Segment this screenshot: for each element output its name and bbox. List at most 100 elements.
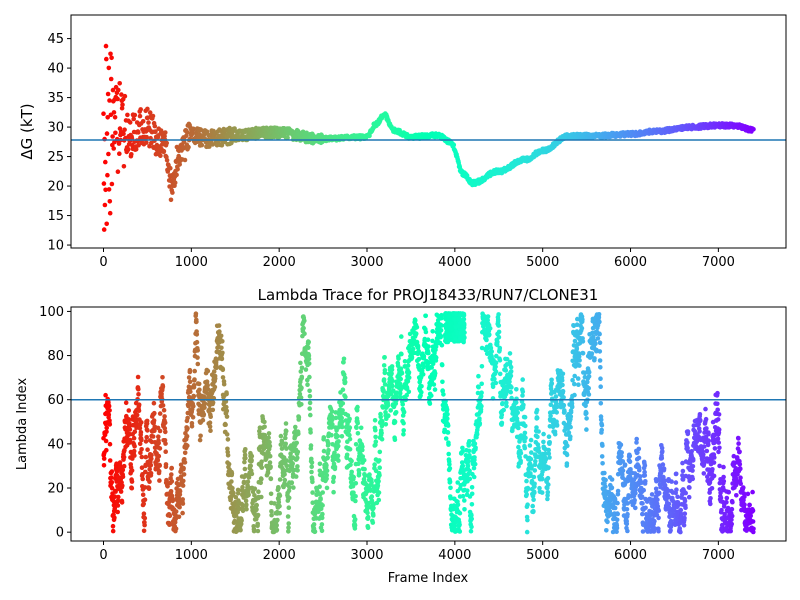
lambda-point [371, 505, 376, 511]
delta-g-frame [70, 14, 787, 249]
lambda-point [469, 491, 475, 497]
lambda-point [207, 420, 213, 426]
lambda-point [103, 438, 109, 444]
lambda-point [455, 480, 461, 485]
lambda-point [443, 436, 449, 441]
lambda-point [255, 512, 261, 518]
lambda-point [160, 375, 165, 380]
lambda-point [157, 428, 163, 434]
lambda-point [546, 447, 551, 453]
lambda-point [493, 364, 498, 370]
lambda-point [241, 479, 247, 485]
lambda-point [319, 515, 325, 521]
lambda-point [476, 373, 481, 379]
lambda-point [382, 368, 388, 373]
lambda-point [426, 350, 431, 356]
lambda-point [132, 429, 138, 435]
delta-g-point [101, 227, 107, 232]
delta-g-point [112, 139, 117, 145]
lambda-point [136, 402, 142, 408]
lambda-point [534, 415, 540, 421]
lambda-point [469, 524, 474, 530]
lambda-point [151, 400, 157, 406]
lambda-point [340, 401, 346, 406]
lambda-point [307, 406, 313, 411]
lambda-point [332, 450, 337, 456]
lambda-point [530, 503, 535, 509]
lambda-point [119, 500, 125, 505]
delta-g-point [174, 172, 179, 178]
lambda-points [101, 311, 756, 535]
lambda-point [379, 436, 385, 442]
lambda-point [155, 458, 161, 463]
lambda-point [120, 474, 126, 480]
lambda-point [495, 317, 501, 323]
lambda-point [224, 404, 229, 410]
lambda-point [145, 428, 150, 433]
lambda-point [268, 491, 274, 497]
lambda-point [586, 369, 592, 375]
lambda-point [161, 407, 167, 413]
lambda-point [276, 485, 281, 491]
lambda-point [205, 382, 210, 388]
lambda-point [416, 356, 422, 362]
lambda-point [523, 454, 528, 459]
lambda-point [462, 507, 467, 512]
lambda-point [479, 381, 485, 387]
lambda-point [336, 439, 341, 444]
lambda-point [156, 468, 162, 474]
lambda-point [190, 415, 196, 420]
lambda-point [612, 505, 618, 511]
lambda-point [390, 383, 395, 389]
lambda-point [302, 318, 307, 324]
lambda-point [360, 444, 365, 449]
lambda-point [120, 483, 125, 489]
delta-g-point [163, 130, 168, 135]
lambda-point [543, 457, 549, 462]
lambda-point [306, 356, 312, 362]
lambda-point [398, 366, 404, 372]
lambda-point [402, 359, 408, 364]
delta-g-point [117, 151, 122, 156]
lambda-point [371, 513, 376, 518]
delta-g-point [109, 181, 115, 187]
lambda-point [380, 418, 385, 424]
delta-g-point [130, 142, 135, 148]
lambda-point [554, 410, 559, 415]
delta-g-point [111, 146, 116, 151]
lambda-point [365, 510, 370, 516]
lambda-point [324, 468, 330, 474]
lambda-point [532, 468, 538, 473]
lambda-point [603, 477, 608, 483]
lambda-point [200, 417, 206, 423]
lambda-point [112, 515, 117, 521]
y-tick-label: 45 [47, 32, 64, 47]
lambda-point [401, 409, 407, 415]
lambda-point [286, 495, 292, 501]
lambda-point [308, 443, 314, 448]
lambda-point [163, 449, 168, 455]
delta-g-point [105, 115, 110, 120]
lambda-point [249, 453, 255, 459]
lambda-point [309, 460, 315, 465]
lambda-point [525, 485, 531, 491]
lambda-point [485, 318, 491, 323]
lambda-point [351, 490, 356, 496]
lambda-point [398, 394, 403, 400]
delta-g-point [103, 187, 108, 193]
lambda-point [132, 443, 137, 449]
lambda-point [377, 458, 382, 463]
lambda-point [460, 445, 465, 451]
lambda-point [497, 358, 503, 363]
lambda-point [373, 434, 378, 440]
lambda-point [330, 422, 335, 427]
lambda-point [509, 385, 514, 390]
lambda-point [333, 415, 339, 421]
lambda-point [358, 425, 364, 431]
lambda-point [504, 403, 509, 409]
lambda-point [157, 446, 163, 451]
lambda-point [329, 417, 335, 423]
lambda-point [298, 360, 303, 366]
lambda-point [106, 412, 112, 418]
